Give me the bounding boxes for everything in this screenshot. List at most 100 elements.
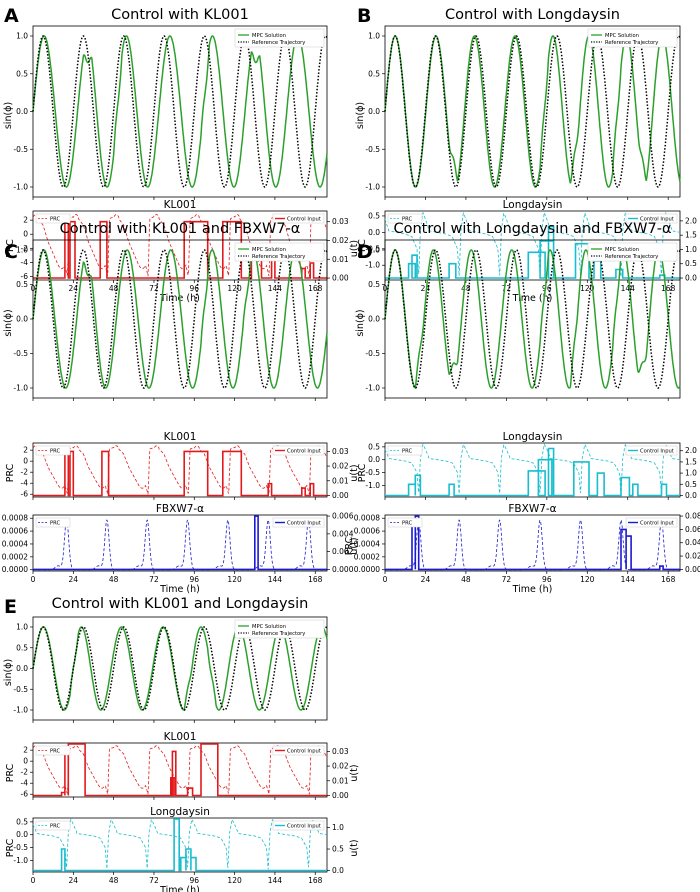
left-y-tick-label: 2	[23, 746, 28, 755]
right-y-tick-label: 0.000	[332, 565, 354, 574]
x-tick-label: 168	[308, 876, 323, 885]
phase-legend-box	[587, 28, 678, 48]
y-axis-label: sin(ϕ)	[355, 102, 366, 129]
x-axis-label: Time (h)	[159, 584, 200, 595]
right-y-tick-label: 0.00	[332, 491, 349, 500]
prc-legend-box	[387, 445, 423, 456]
left-y-tick-label: 0.5	[16, 817, 28, 826]
x-tick-label: 24	[69, 876, 79, 885]
panel-letter: E	[4, 596, 17, 618]
right-y-tick-label: 0.01	[332, 476, 349, 485]
x-tick-label: 48	[461, 284, 471, 293]
control-input-line	[33, 450, 327, 497]
control-input-line	[33, 220, 327, 279]
right-y-tick-label: 0.02	[685, 552, 700, 561]
right-y-tick-label: 0.08	[685, 512, 700, 521]
left-y-tick-label: 0.5	[368, 211, 380, 220]
legend-reference-label: Reference Trajectory	[252, 631, 305, 637]
y-tick-label: 1.0	[16, 623, 28, 632]
panel-title: Control with Longdaysin	[445, 7, 620, 23]
right-y-axis-label: u(t)	[349, 839, 360, 856]
x-tick-label: 96	[190, 284, 200, 293]
x-axis-label: Time (h)	[159, 885, 200, 892]
x-tick-label: 144	[268, 284, 283, 293]
y-tick-label: 1.0	[368, 32, 380, 41]
x-axis-label: Time (h)	[512, 293, 553, 304]
prc-line	[384, 443, 680, 495]
phase-legend-box	[234, 242, 325, 262]
x-tick-label: 96	[542, 284, 552, 293]
x-tick-label: 96	[190, 575, 200, 584]
x-tick-label: 48	[109, 876, 119, 885]
right-y-tick-label: 0.0	[685, 491, 697, 500]
y-tick-label: -0.5	[365, 145, 380, 154]
left-y-tick-label: -0.5	[365, 468, 380, 477]
prc-legend-box	[35, 820, 71, 831]
y-tick-label: -1.0	[13, 706, 28, 715]
drug-subplot-title: Longdaysin	[150, 806, 210, 818]
control-legend-box	[625, 517, 678, 528]
drug-subplot-title: Longdaysin	[503, 431, 563, 443]
legend-control-label: Control Input	[287, 216, 321, 222]
legend-prc-label: PRC	[50, 823, 60, 829]
right-y-tick-label: 0.0	[685, 274, 697, 283]
y-tick-label: -1.0	[365, 384, 380, 393]
right-y-tick-label: 0.02	[332, 236, 349, 245]
x-tick-label: 48	[109, 284, 119, 293]
x-tick-label: 168	[308, 575, 323, 584]
control-legend-box	[625, 213, 678, 224]
right-y-axis-label: u(t)	[349, 537, 360, 554]
right-y-tick-label: 0.00	[685, 565, 700, 574]
legend-prc-label: PRC	[50, 448, 60, 454]
prc-legend-box	[35, 517, 71, 528]
y-tick-label: 0.0	[16, 315, 28, 324]
y-tick-label: 0.5	[16, 280, 28, 289]
x-tick-label: 48	[461, 575, 471, 584]
drug-axes-frame	[32, 514, 328, 572]
left-y-tick-label: 2	[23, 216, 28, 225]
legend-control-label: Control Input	[287, 448, 321, 454]
drug-axes-frame	[384, 442, 681, 498]
right-y-tick-label: 0.04	[685, 538, 700, 547]
legend-prc-label: PRC	[402, 448, 412, 454]
right-y-tick-label: 0.02	[332, 462, 349, 471]
x-tick-label: 120	[580, 575, 595, 584]
left-y-tick-label: -4	[21, 258, 29, 267]
phase-legend-box	[234, 619, 325, 639]
x-tick-label: 24	[69, 575, 79, 584]
drug-subplot-title: Longdaysin	[503, 199, 563, 211]
left-y-tick-label: 0.0000	[2, 565, 28, 574]
left-y-tick-label: -1.0	[365, 481, 380, 490]
left-y-axis-label: PRC	[0, 536, 3, 555]
y-tick-label: -0.5	[13, 349, 28, 358]
panel-letter: A	[4, 5, 19, 27]
left-y-tick-label: 0.0006	[2, 527, 28, 536]
right-y-tick-label: 1.0	[332, 823, 344, 832]
y-tick-label: 0.0	[368, 107, 380, 116]
left-y-tick-label: -6	[21, 272, 29, 281]
panel-letter: B	[357, 5, 371, 27]
legend-prc-label: PRC	[50, 748, 60, 754]
left-y-tick-label: 2	[23, 446, 28, 455]
legend-mpc-label: MPC Solution	[605, 247, 639, 253]
left-y-tick-label: 0.0006	[354, 527, 380, 536]
left-y-tick-label: 0.0004	[354, 539, 380, 548]
mpc-solution-line	[32, 626, 328, 711]
left-y-tick-label: -0.5	[365, 244, 380, 253]
phase-legend-box	[587, 242, 678, 262]
drug-subplot-title: KL001	[164, 731, 197, 743]
panel-title: Control with KL001	[111, 7, 249, 23]
right-y-tick-label: 2.0	[685, 216, 697, 225]
left-y-tick-label: 0.0002	[354, 552, 380, 561]
panel-title: Control with KL001 and FBXW7-α	[60, 221, 301, 237]
prc-legend-box	[387, 213, 423, 224]
control-input-line	[33, 743, 327, 797]
right-y-tick-label: 1.0	[685, 245, 697, 254]
legend-reference-label: Reference Trajectory	[252, 254, 305, 260]
x-axis-label: Time (h)	[512, 584, 553, 595]
right-y-tick-label: 0.01	[332, 776, 349, 785]
legend-reference-label: Reference Trajectory	[605, 40, 658, 46]
right-y-tick-label: 0.002	[332, 547, 354, 556]
x-tick-label: 24	[69, 284, 79, 293]
x-tick-label: 120	[227, 575, 242, 584]
